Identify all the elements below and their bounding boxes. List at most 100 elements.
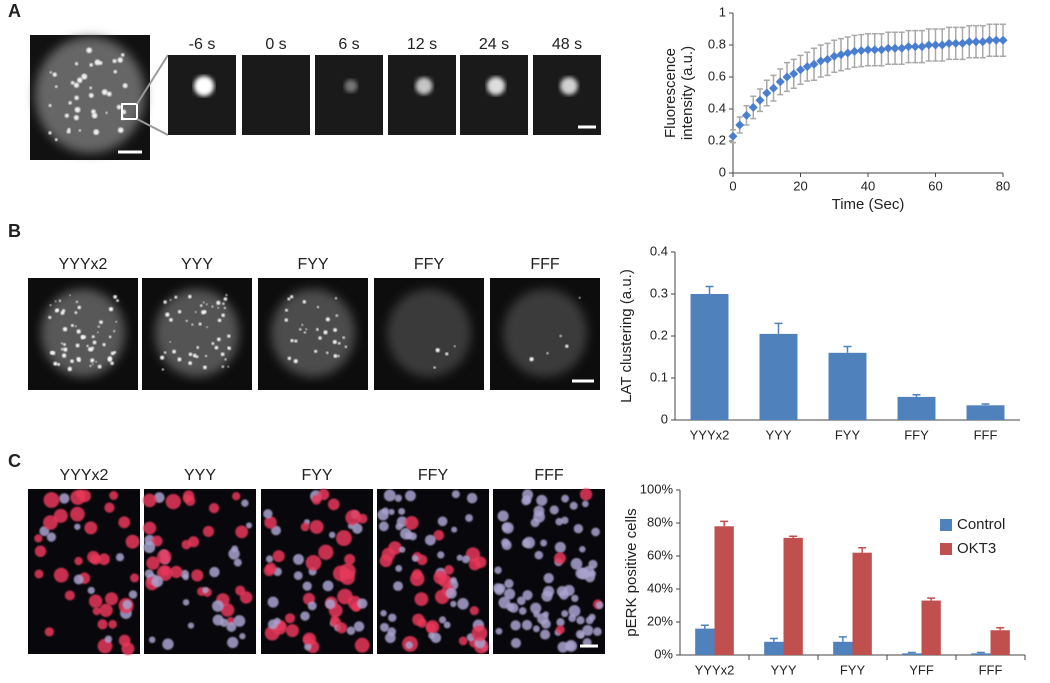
cluster [78, 129, 82, 132]
nucleus [381, 507, 389, 515]
bar [690, 294, 729, 420]
marker [897, 43, 907, 53]
legend-label: OKT3 [957, 540, 996, 557]
nucleus [395, 522, 403, 531]
nucleus [410, 571, 425, 587]
nucleus [521, 619, 533, 631]
cluster [333, 354, 338, 358]
marker [998, 35, 1008, 45]
cluster [62, 327, 68, 332]
bar [764, 641, 784, 655]
frame-label: FFY [418, 467, 449, 484]
nucleus [450, 600, 457, 608]
nucleus [182, 494, 192, 503]
legend-swatch [940, 543, 952, 555]
nucleus [466, 492, 478, 504]
nucleus [438, 574, 452, 588]
nucleus [573, 524, 584, 534]
cluster [63, 347, 68, 352]
cluster [221, 313, 225, 318]
marker [991, 35, 1001, 45]
cluster [225, 294, 228, 297]
nucleus [576, 616, 585, 625]
nucleus [471, 625, 488, 642]
error-bar [843, 345, 852, 353]
nucleus [510, 637, 522, 649]
nucleus [561, 516, 569, 525]
cluster [48, 131, 52, 135]
image [388, 55, 456, 135]
nucleus [34, 545, 47, 557]
nucleus [388, 508, 395, 516]
nucleus [241, 499, 249, 507]
nucleus [162, 638, 174, 650]
cluster [97, 364, 102, 369]
nucleus [303, 635, 313, 645]
nucleus [191, 569, 204, 582]
nucleus [555, 625, 565, 635]
cell [387, 289, 471, 377]
nucleus [522, 489, 534, 501]
cluster [76, 329, 81, 334]
cluster [337, 354, 340, 358]
y-tick-label: 0.1 [650, 369, 668, 384]
cluster [81, 73, 88, 80]
cluster [70, 80, 75, 85]
nucleus [438, 616, 447, 624]
cluster [60, 342, 63, 345]
nucleus [411, 555, 419, 562]
y-tick-label: 0% [654, 646, 673, 661]
nucleus [318, 544, 334, 560]
nucleus [97, 619, 108, 630]
cluster [217, 306, 220, 309]
marker [755, 95, 765, 105]
cluster [284, 318, 288, 322]
x-tick-label: 20 [793, 178, 807, 193]
nucleus [494, 585, 505, 596]
cluster [316, 306, 320, 309]
cluster [122, 83, 128, 89]
nucleus [264, 516, 277, 529]
frame-label: FFY [414, 256, 445, 273]
y-tick-label: 0 [661, 411, 668, 426]
marker [978, 37, 988, 47]
nucleus [565, 640, 578, 652]
cluster [325, 317, 330, 322]
panel-label: C [8, 451, 21, 471]
cluster [52, 72, 57, 77]
nucleus [497, 510, 509, 522]
nucleus [220, 603, 235, 617]
cluster [214, 345, 219, 350]
nucleus [263, 565, 275, 577]
marker [964, 37, 974, 47]
cluster [221, 365, 225, 368]
bar [897, 396, 936, 420]
cluster [67, 127, 71, 131]
cluster [75, 300, 79, 303]
frame-label: 24 s [479, 36, 509, 53]
frame-label: -6 s [189, 36, 216, 53]
nucleus [414, 592, 429, 606]
y-axis-label: intensity (a.u.) [679, 46, 696, 140]
x-tick-label: FYY [835, 427, 861, 442]
nucleus [474, 556, 487, 569]
cluster [211, 305, 214, 308]
nucleus [561, 494, 570, 503]
marker [796, 65, 805, 75]
nucleus [144, 569, 154, 579]
marker [836, 50, 846, 60]
cluster [293, 359, 298, 364]
cluster [202, 301, 205, 304]
marker [775, 77, 785, 87]
cluster [294, 339, 298, 343]
marker [944, 38, 954, 48]
marker [769, 83, 778, 93]
cluster [223, 297, 228, 301]
cluster [110, 361, 114, 366]
nucleus [267, 619, 278, 630]
nucleus [43, 515, 58, 530]
nucleus [424, 534, 436, 546]
nucleus [356, 598, 368, 609]
cluster [107, 356, 113, 361]
y-tick-label: 20% [647, 613, 673, 628]
